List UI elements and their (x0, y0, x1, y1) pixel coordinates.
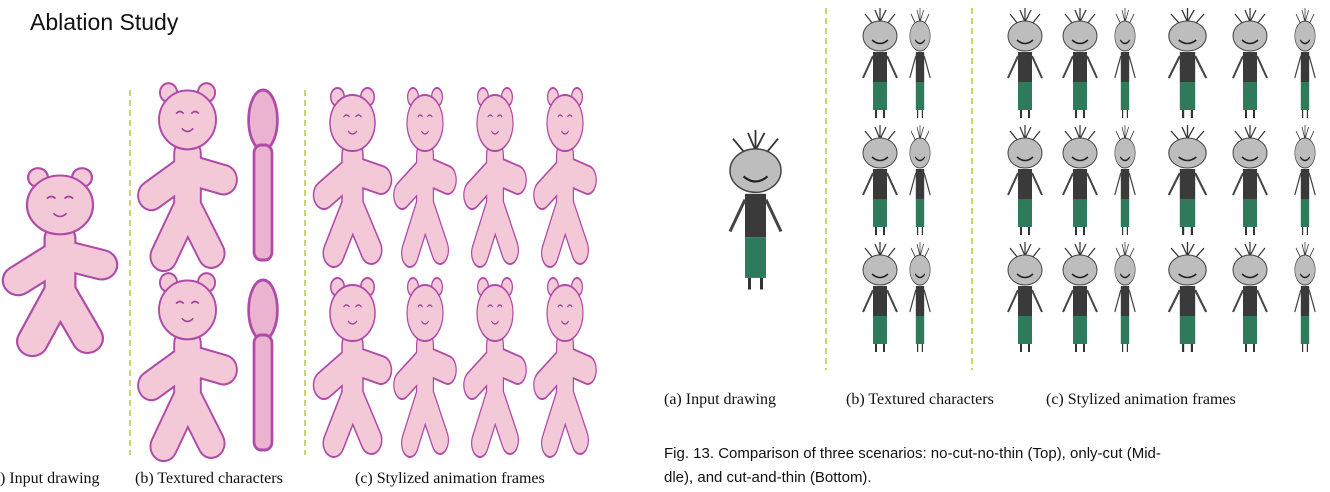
character (1063, 242, 1097, 352)
subcaption: (c) Stylized animation frames (1046, 391, 1236, 408)
character (1233, 8, 1267, 118)
character (910, 125, 930, 235)
figure-caption: Fig. 13. Comparison of three scenarios: … (664, 445, 1161, 462)
subcaption: ) Input drawing (0, 470, 100, 487)
character (1063, 8, 1097, 118)
animation-frame (542, 278, 588, 443)
animation-frame (324, 88, 381, 253)
character (1169, 242, 1206, 352)
animation-frame (472, 88, 518, 253)
character (1115, 8, 1135, 118)
character (1233, 125, 1267, 235)
animation-frame (542, 88, 588, 253)
figure-caption: dle), and cut-and-thin (Bottom). (664, 469, 872, 486)
animation-frame (402, 88, 448, 253)
character (1008, 8, 1042, 118)
character (1295, 8, 1315, 118)
character (863, 242, 897, 352)
section-title: Ablation Study (30, 9, 179, 35)
subcaption: (c) Stylized animation frames (355, 470, 545, 487)
page: Ablation Study ) Input drawing (b) Textu… (0, 0, 1330, 492)
character (1115, 242, 1135, 352)
subcaption: (a) Input drawing (664, 391, 776, 408)
subcaption: (b) Textured characters (846, 391, 994, 408)
textured-character (151, 83, 223, 256)
character (1295, 125, 1315, 235)
subcaption: (b) Textured characters (135, 470, 283, 487)
animation-frame (402, 278, 448, 443)
character (1008, 125, 1042, 235)
input-drawing (18, 168, 102, 341)
character (1115, 125, 1135, 235)
character (910, 242, 930, 352)
character (1063, 125, 1097, 235)
input-drawing (730, 130, 781, 290)
animation-frame (472, 278, 518, 443)
character (1169, 125, 1206, 235)
character (1008, 242, 1042, 352)
character (910, 8, 930, 118)
textured-character (151, 273, 223, 446)
character (1295, 242, 1315, 352)
character (863, 125, 897, 235)
character (1233, 242, 1267, 352)
textured-character (249, 280, 278, 450)
character (1169, 8, 1206, 118)
animation-frame (324, 278, 381, 443)
textured-character (249, 90, 278, 260)
character-grid (863, 8, 1315, 352)
character (863, 8, 897, 118)
